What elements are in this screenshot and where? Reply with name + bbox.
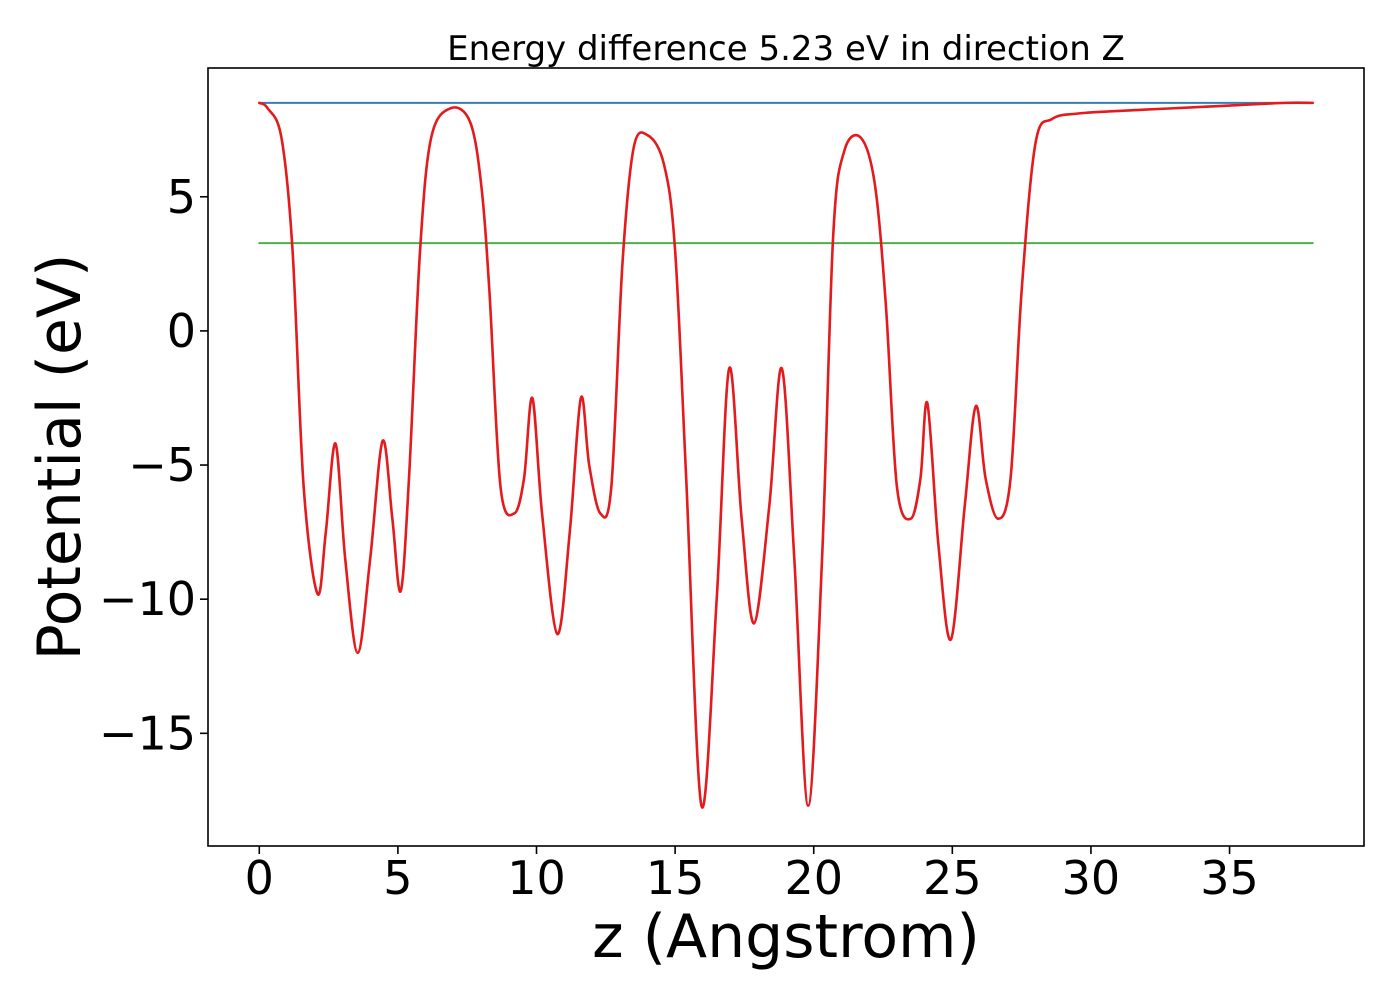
y-tick-label: 0 <box>167 304 196 358</box>
series-layer <box>257 101 1315 809</box>
y-tick-label: 5 <box>167 170 196 224</box>
y-tick-label: −10 <box>99 572 196 626</box>
chart-title: Energy difference 5.23 eV in direction Z <box>447 29 1125 69</box>
x-tick-label: 0 <box>245 851 274 905</box>
y-axis-label: Potential (eV) <box>25 254 95 661</box>
y-axis-ticks: −15 −10 −5 0 5 <box>99 170 208 760</box>
x-tick-label: 25 <box>923 851 982 905</box>
y-tick-label: −5 <box>128 438 196 492</box>
x-tick-label: 15 <box>646 851 705 905</box>
plot-frame <box>207 67 1365 847</box>
potential-series-line <box>257 101 1315 809</box>
x-tick-label: 10 <box>507 851 566 905</box>
x-tick-label: 35 <box>1200 851 1259 905</box>
x-axis-ticks: 0 5 10 15 20 25 30 35 <box>245 846 1259 905</box>
x-axis-label: z (Angstrom) <box>592 902 980 972</box>
x-tick-label: 20 <box>784 851 843 905</box>
x-tick-label: 30 <box>1062 851 1121 905</box>
x-tick-label: 5 <box>383 851 412 905</box>
y-tick-label: −15 <box>99 706 196 760</box>
